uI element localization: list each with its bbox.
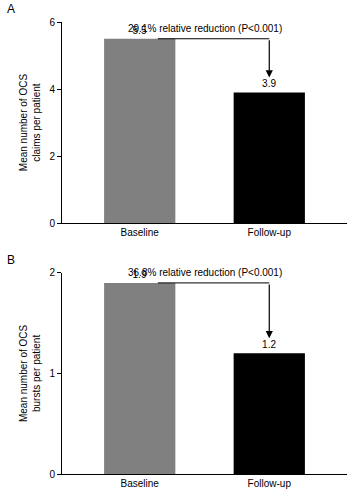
svg-text:B: B: [7, 253, 15, 267]
svg-text:36.8% relative reduction (P<0.: 36.8% relative reduction (P<0.001): [128, 267, 282, 278]
svg-text:Mean number of OCSbursts per p: Mean number of OCSbursts per patient: [18, 324, 42, 422]
svg-text:Mean number of OCSclaims per p: Mean number of OCSclaims per patient: [18, 74, 42, 172]
svg-text:2: 2: [49, 267, 55, 278]
svg-text:A: A: [7, 2, 15, 16]
svg-text:1: 1: [49, 368, 55, 379]
svg-text:1.9: 1.9: [133, 269, 147, 280]
svg-text:29.1% relative reduction (P<0.: 29.1% relative reduction (P<0.001): [128, 23, 282, 34]
svg-text:Follow-up: Follow-up: [248, 227, 292, 238]
svg-text:Follow-up: Follow-up: [248, 478, 292, 489]
svg-text:0: 0: [49, 469, 55, 480]
svg-text:Baseline: Baseline: [121, 227, 160, 238]
svg-text:Baseline: Baseline: [121, 478, 160, 489]
svg-text:6: 6: [49, 17, 55, 28]
svg-text:0: 0: [49, 218, 55, 229]
svg-text:5.5: 5.5: [133, 25, 147, 36]
svg-text:2: 2: [49, 151, 55, 162]
svg-text:4: 4: [49, 84, 55, 95]
svg-text:1.2: 1.2: [262, 339, 276, 350]
svg-text:3.9: 3.9: [262, 78, 276, 89]
